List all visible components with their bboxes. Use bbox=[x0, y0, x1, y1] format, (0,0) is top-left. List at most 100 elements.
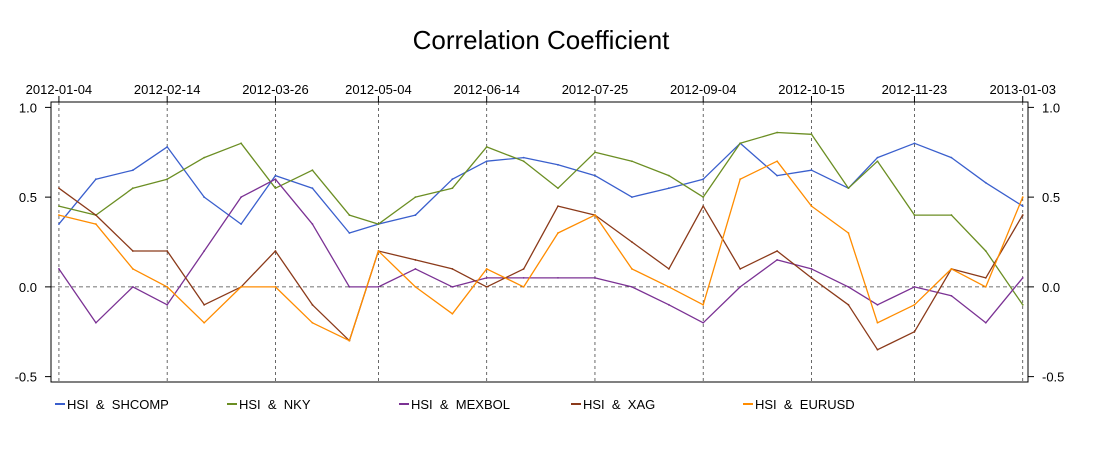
data-point-1 bbox=[348, 214, 351, 216]
data-point-2 bbox=[377, 285, 380, 288]
data-point-3 bbox=[557, 205, 559, 208]
chart-title: Correlation Coefficient bbox=[413, 25, 671, 55]
data-point-0 bbox=[131, 169, 134, 172]
data-point-0 bbox=[348, 232, 351, 234]
data-point-2 bbox=[739, 285, 742, 288]
data-point-1 bbox=[274, 187, 277, 190]
x-tick-label: 2012-07-25 bbox=[562, 82, 629, 97]
data-point-2 bbox=[274, 178, 277, 181]
data-point-3 bbox=[131, 250, 134, 252]
data-point-1 bbox=[166, 178, 169, 181]
data-point-4 bbox=[667, 285, 670, 288]
data-point-3 bbox=[984, 276, 987, 279]
x-tick-label: 2012-09-04 bbox=[670, 82, 737, 97]
data-point-3 bbox=[913, 330, 916, 333]
data-point-2 bbox=[984, 321, 987, 324]
data-point-2 bbox=[876, 303, 879, 306]
data-point-4 bbox=[522, 285, 525, 288]
data-point-4 bbox=[240, 285, 243, 288]
data-point-1 bbox=[58, 205, 60, 208]
data-point-2 bbox=[594, 276, 596, 279]
data-point-2 bbox=[485, 276, 488, 279]
data-point-3 bbox=[485, 285, 488, 288]
data-point-1 bbox=[594, 151, 596, 154]
legend-label-1: HSI & NKY bbox=[239, 397, 311, 412]
data-point-0 bbox=[984, 181, 987, 184]
data-point-0 bbox=[950, 156, 953, 159]
x-tick-label: 2012-11-23 bbox=[882, 82, 948, 97]
data-point-4 bbox=[58, 214, 60, 216]
data-point-4 bbox=[203, 321, 206, 324]
data-point-2 bbox=[203, 250, 206, 252]
data-point-0 bbox=[311, 187, 314, 190]
legend-label-2: HSI & MEXBOL bbox=[411, 397, 510, 412]
data-point-4 bbox=[702, 303, 705, 306]
data-point-0 bbox=[594, 174, 596, 177]
y-tick-label-right: -0.5 bbox=[1042, 370, 1064, 385]
data-point-0 bbox=[810, 169, 813, 172]
data-point-2 bbox=[776, 259, 779, 261]
data-point-1 bbox=[485, 145, 488, 148]
data-point-4 bbox=[557, 232, 559, 234]
data-point-4 bbox=[594, 214, 596, 216]
series-line-4 bbox=[58, 160, 1024, 342]
data-point-3 bbox=[311, 303, 314, 306]
y-tick-label-right: 1.0 bbox=[1042, 100, 1060, 115]
series-line-1 bbox=[58, 131, 1024, 306]
data-point-3 bbox=[94, 214, 97, 216]
data-point-0 bbox=[58, 223, 60, 225]
data-point-3 bbox=[631, 241, 633, 243]
data-point-0 bbox=[913, 142, 916, 145]
data-point-1 bbox=[739, 142, 742, 145]
data-point-3 bbox=[702, 205, 705, 208]
series-line-3 bbox=[58, 187, 1024, 351]
data-point-2 bbox=[58, 268, 60, 270]
data-point-0 bbox=[702, 178, 705, 181]
data-point-3 bbox=[776, 250, 779, 252]
x-tick-label: 2012-05-04 bbox=[345, 82, 412, 97]
data-point-2 bbox=[311, 223, 314, 225]
x-tick-label: 2012-01-04 bbox=[26, 82, 93, 97]
data-point-1 bbox=[1021, 303, 1024, 306]
data-point-4 bbox=[377, 250, 380, 252]
x-tick-label: 2012-06-14 bbox=[453, 82, 520, 97]
data-point-0 bbox=[240, 223, 243, 225]
data-point-1 bbox=[414, 196, 417, 199]
legend-label-4: HSI & EURUSD bbox=[755, 397, 855, 412]
data-point-2 bbox=[810, 268, 813, 270]
data-point-2 bbox=[131, 285, 134, 288]
y-tick-label-right: 0.0 bbox=[1042, 280, 1060, 295]
data-point-2 bbox=[522, 276, 525, 279]
series-line-0 bbox=[58, 142, 1024, 234]
y-tick-label-left: -0.5 bbox=[15, 370, 37, 385]
data-point-4 bbox=[348, 339, 351, 342]
data-point-4 bbox=[451, 312, 454, 315]
legend: HSI & SHCOMP HSI & NKY HSI & MEXBOL HSI & X… bbox=[55, 397, 855, 412]
data-point-2 bbox=[166, 303, 169, 306]
data-point-1 bbox=[522, 160, 525, 163]
data-point-0 bbox=[485, 160, 488, 163]
data-point-3 bbox=[847, 303, 850, 306]
data-point-2 bbox=[94, 321, 97, 324]
data-point-1 bbox=[667, 174, 670, 177]
data-point-0 bbox=[1021, 205, 1024, 208]
data-point-0 bbox=[274, 174, 277, 177]
data-point-1 bbox=[984, 250, 987, 252]
data-point-0 bbox=[451, 178, 454, 181]
series-line-2 bbox=[58, 178, 1024, 324]
data-point-2 bbox=[847, 285, 850, 288]
data-point-0 bbox=[94, 178, 97, 181]
y-tick-label-right: 0.5 bbox=[1042, 190, 1060, 205]
data-point-3 bbox=[203, 303, 206, 306]
data-point-1 bbox=[203, 156, 206, 159]
data-point-4 bbox=[776, 160, 779, 163]
data-point-3 bbox=[522, 268, 525, 270]
data-point-4 bbox=[847, 232, 850, 234]
data-point-4 bbox=[311, 321, 314, 324]
data-point-4 bbox=[1021, 196, 1024, 199]
data-point-3 bbox=[739, 268, 742, 270]
data-point-1 bbox=[913, 214, 916, 216]
data-point-4 bbox=[131, 268, 134, 270]
data-point-1 bbox=[702, 196, 705, 199]
